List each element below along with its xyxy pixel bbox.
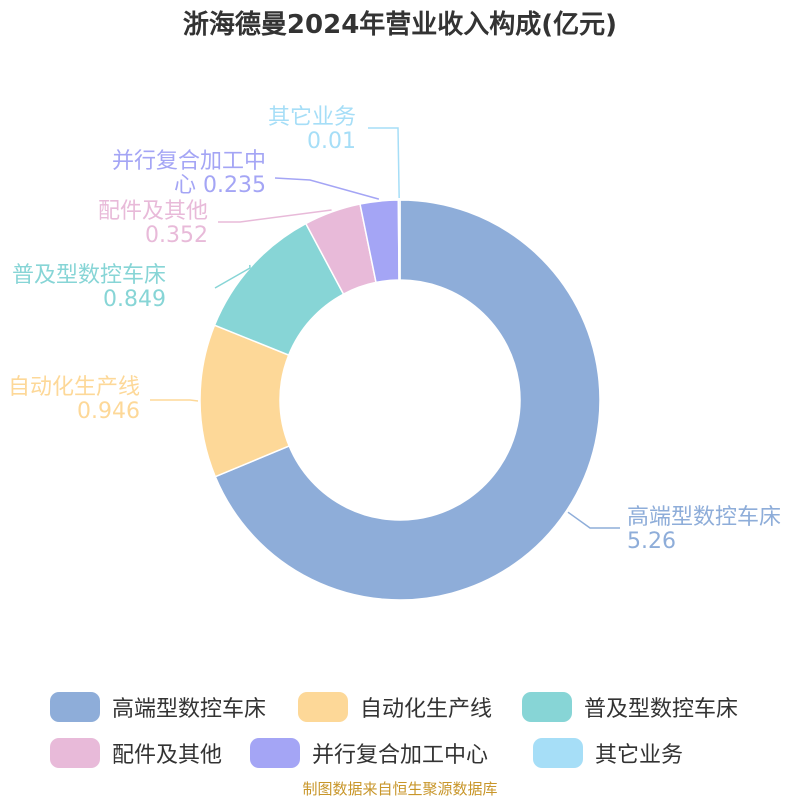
legend-swatch xyxy=(50,692,100,722)
leader-line-3 xyxy=(214,264,251,289)
legend-swatch xyxy=(298,692,348,722)
legend-item-2[interactable]: 自动化生产线 xyxy=(298,690,492,724)
legend-swatch xyxy=(522,692,572,722)
chart-title: 浙海德曼2024年营业收入构成(亿元) xyxy=(182,10,618,40)
leader-line-4 xyxy=(218,209,332,223)
legend-swatch xyxy=(50,738,100,768)
legend-swatch xyxy=(533,738,583,768)
leader-line-2 xyxy=(150,399,199,402)
legend-label: 自动化生产线 xyxy=(360,697,493,722)
legend-label: 并行复合加工中心 xyxy=(312,743,489,768)
leader-line-1 xyxy=(567,511,620,529)
legend-item-1[interactable]: 高端型数控车床 xyxy=(50,690,266,724)
legend-item-3[interactable]: 普及型数控车床 xyxy=(522,690,738,724)
legend-label: 其它业务 xyxy=(595,743,684,768)
leader-line-6 xyxy=(368,127,400,199)
slice-label-5: 并行复合加工中心 0.235 xyxy=(112,149,266,198)
slice-label-2: 自动化生产线 0.946 xyxy=(8,375,140,424)
legend-label: 普及型数控车床 xyxy=(584,697,739,722)
legend-label: 配件及其他 xyxy=(112,743,223,768)
legend-item-6[interactable]: 其它业务 xyxy=(533,736,683,770)
slice-6 xyxy=(397,199,401,281)
legend-swatch xyxy=(250,738,300,768)
legend-label: 高端型数控车床 xyxy=(112,697,267,722)
slice-label-6: 其它业务 0.01 xyxy=(268,105,356,154)
slice-label-4: 配件及其他 0.352 xyxy=(98,199,208,248)
source-note: 制图数据来自恒生聚源数据库 xyxy=(302,780,498,798)
leader-line-5 xyxy=(274,177,380,200)
legend-item-5[interactable]: 并行复合加工中心 xyxy=(250,736,488,770)
slice-1 xyxy=(214,199,601,601)
slice-label-3: 普及型数控车床 0.849 xyxy=(12,263,166,312)
legend-item-4[interactable]: 配件及其他 xyxy=(50,736,222,770)
slice-label-1: 高端型数控车床 5.26 xyxy=(627,505,781,554)
